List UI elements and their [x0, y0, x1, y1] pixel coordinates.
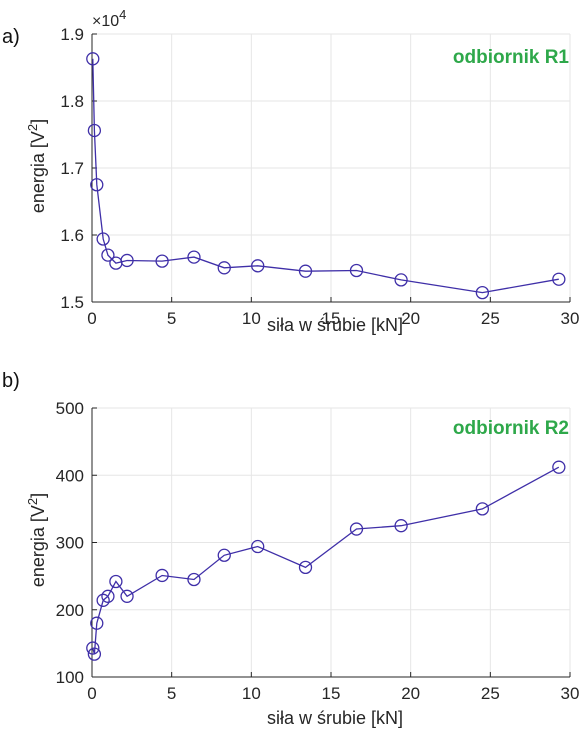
data-point [120, 589, 134, 603]
x-axis-label: siła w śrubie [kN] [267, 708, 403, 728]
data-point [90, 616, 104, 630]
x-tick-label: 15 [322, 684, 341, 703]
series-line [92, 58, 559, 294]
y-tick-label: 400 [56, 466, 84, 485]
data-point [86, 641, 100, 655]
y-tick-label: 1.6 [60, 226, 84, 245]
data-point [155, 254, 169, 268]
y-tick-label: 1.8 [60, 92, 84, 111]
data-point [298, 264, 313, 278]
x-tick-label: 20 [401, 309, 420, 328]
x-tick-label: 5 [167, 684, 176, 703]
data-point [87, 647, 102, 661]
data-point [96, 232, 110, 246]
grid [91, 33, 571, 303]
x-tick-labels: 0 5 10 15 20 25 30 [87, 684, 579, 703]
y-tick-label: 300 [56, 534, 84, 553]
data-point [394, 519, 408, 533]
data-point [475, 502, 490, 516]
grid [91, 407, 571, 678]
data-series [86, 52, 566, 300]
data-point [552, 460, 566, 474]
panel-label: a) [2, 26, 20, 48]
data-point [217, 261, 231, 275]
series-label: odbiornik R1 [453, 47, 570, 68]
x-tick-label: 20 [401, 684, 420, 703]
y-exponent-label: ×104 [92, 7, 126, 30]
x-axis-label: siła w śrubie [kN] [267, 315, 403, 335]
y-tick-label: 1.9 [60, 25, 84, 44]
data-point [187, 250, 201, 264]
series-label: odbiornik R2 [453, 418, 569, 439]
data-point [298, 560, 313, 575]
data-point [349, 263, 364, 278]
y-axis-label: energia [V2] [25, 493, 48, 587]
y-tick-labels: 100 200 300 400 500 [56, 399, 84, 687]
data-point [475, 285, 490, 300]
x-tick-label: 25 [481, 684, 500, 703]
x-tick-label: 0 [87, 309, 96, 328]
data-point [217, 548, 231, 562]
data-point [109, 574, 123, 589]
data-point [394, 273, 408, 287]
data-point [87, 123, 102, 138]
axes [91, 407, 571, 678]
data-point [552, 272, 566, 286]
y-tick-label: 100 [56, 668, 84, 687]
data-point [86, 52, 100, 66]
x-tick-labels: 0 5 10 15 20 25 30 [87, 309, 579, 328]
y-tick-labels: 1.5 1.6 1.7 1.8 1.9 [60, 25, 84, 312]
x-tick-label: 0 [87, 684, 96, 703]
y-tick-label: 500 [56, 399, 84, 418]
data-point [349, 522, 364, 536]
x-tick-label: 30 [561, 309, 580, 328]
data-point [101, 248, 115, 262]
axes [91, 33, 571, 303]
x-tick-label: 30 [561, 684, 580, 703]
x-tick-label: 10 [242, 309, 261, 328]
panel-label: b) [2, 370, 20, 392]
x-tick-label: 25 [481, 309, 500, 328]
data-point [101, 589, 115, 603]
series-line [92, 466, 560, 655]
data-point [251, 539, 265, 554]
data-point [251, 259, 265, 273]
data-point [187, 572, 201, 587]
data-point [120, 253, 134, 268]
y-axis-label: energia [V2] [25, 119, 48, 213]
data-point [90, 178, 104, 192]
y-tick-label: 1.5 [60, 293, 84, 312]
data-point [96, 593, 110, 607]
data-point [155, 568, 169, 583]
y-tick-label: 1.7 [60, 159, 84, 178]
x-tick-label: 15 [322, 309, 341, 328]
x-tick-label: 10 [242, 684, 261, 703]
y-tick-label: 200 [56, 601, 84, 620]
chart-panel-r1: a) ×104 0 5 10 15 20 25 30 1.5 1.6 1.7 1.8 1.9 odb… [2, 7, 579, 335]
x-tick-label: 5 [167, 309, 176, 328]
data-series [86, 460, 566, 661]
chart-panel-r2: b) 0 5 10 15 20 25 30 100 200 300 400 500 odbiorni… [2, 370, 579, 728]
